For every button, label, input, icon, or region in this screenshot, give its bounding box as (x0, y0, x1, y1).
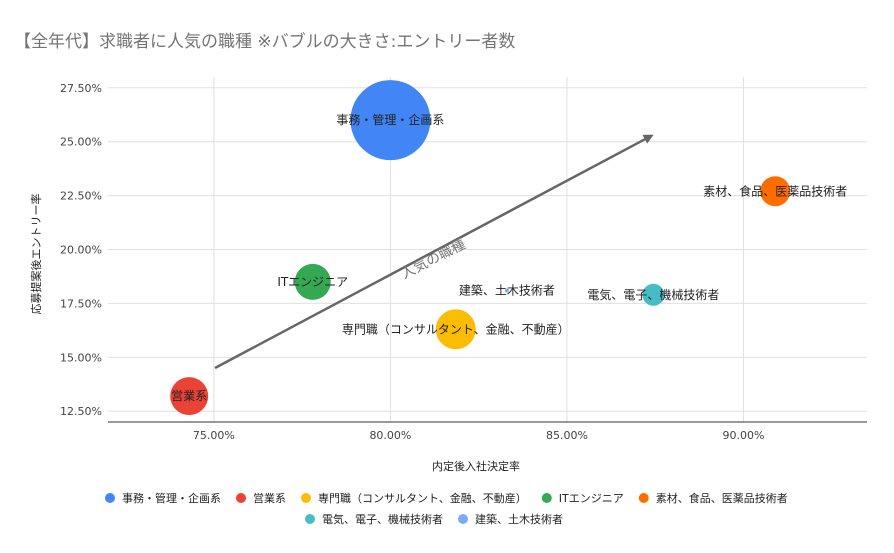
x-tick-label: 80.00% (369, 429, 411, 442)
trend-annotation: 人気の職種 (399, 237, 469, 283)
legend-label: 電気、電子、機械技術者 (322, 512, 443, 526)
bubble-label: 建築、土木技術者 (459, 282, 555, 297)
bubble (350, 80, 431, 161)
bubble-label: 専門職（コンサルタント、金融、不動産） (342, 321, 570, 336)
bubble-label: 電気、電子、機械技術者 (587, 287, 719, 302)
y-axis-ticks: 12.50% 15.00% 17.50% 20.00% 22.50% 25.00% 27.5… (60, 82, 102, 418)
legend-marker (105, 493, 115, 503)
grid-lines (108, 77, 867, 423)
legend-item: ITエンジニア (541, 492, 624, 505)
bubble-label: 営業系 (171, 389, 207, 403)
y-tick-label: 27.50% (60, 82, 102, 95)
y-axis-title: 応募提案後エントリー率 (29, 194, 43, 315)
legend-marker (301, 493, 311, 503)
legend-item: 素材、食品、医薬品技術者 (638, 491, 788, 505)
legend-label: 建築、土木技術者 (475, 512, 563, 526)
legend-marker (458, 514, 468, 524)
legend-label: 営業系 (253, 491, 286, 505)
bubble-label: 事務・管理・企画系 (336, 112, 444, 127)
y-tick-label: 12.50% (60, 405, 102, 418)
y-tick-label: 22.50% (60, 190, 102, 203)
bubble (435, 309, 476, 350)
legend-item: 専門職（コンサルタント、金融、不動産） (301, 491, 527, 505)
legend: 事務・管理・企画系 営業系 専門職（コンサルタント、金融、不動産） ITエンジニア 素材… (105, 491, 788, 526)
chart-title: 【全年代】求職者に人気の職種 ※バブルの大きさ:エントリー者数 (14, 31, 515, 52)
x-tick-label: 85.00% (546, 429, 588, 442)
y-tick-label: 25.00% (60, 136, 102, 149)
legend-item: 事務・管理・企画系 (105, 491, 221, 505)
trend-arrow-line (214, 134, 654, 370)
legend-label: 事務・管理・企画系 (122, 491, 221, 505)
legend-marker (305, 514, 315, 524)
y-tick-label: 17.50% (60, 297, 102, 310)
legend-item: 電気、電子、機械技術者 (305, 512, 443, 526)
bubble-label: ITエンジニア (277, 275, 348, 289)
legend-marker (236, 493, 246, 503)
legend-marker (638, 493, 649, 503)
legend-label: 素材、食品、医薬品技術者 (656, 491, 788, 505)
x-axis-title: 内定後入社決定率 (432, 459, 520, 473)
x-axis-ticks: 75.00% 80.00% 85.00% 90.00% (193, 429, 764, 442)
bubble (642, 283, 665, 306)
legend-marker (541, 493, 552, 503)
x-tick-label: 90.00% (722, 429, 764, 442)
bubble (170, 377, 209, 416)
bubbles (170, 80, 791, 416)
bubble (760, 176, 791, 207)
legend-item: 営業系 (236, 491, 286, 505)
legend-label: 専門職（コンサルタント、金融、不動産） (318, 491, 527, 505)
x-tick-label: 75.00% (193, 429, 235, 442)
bubble (504, 288, 509, 293)
y-tick-label: 15.00% (60, 351, 102, 364)
bubble (294, 263, 331, 300)
y-tick-label: 20.00% (60, 244, 102, 257)
legend-label: ITエンジニア (559, 492, 624, 505)
bubble-label: 素材、食品、医薬品技術者 (703, 183, 847, 198)
legend-item: 建築、土木技術者 (458, 512, 563, 526)
